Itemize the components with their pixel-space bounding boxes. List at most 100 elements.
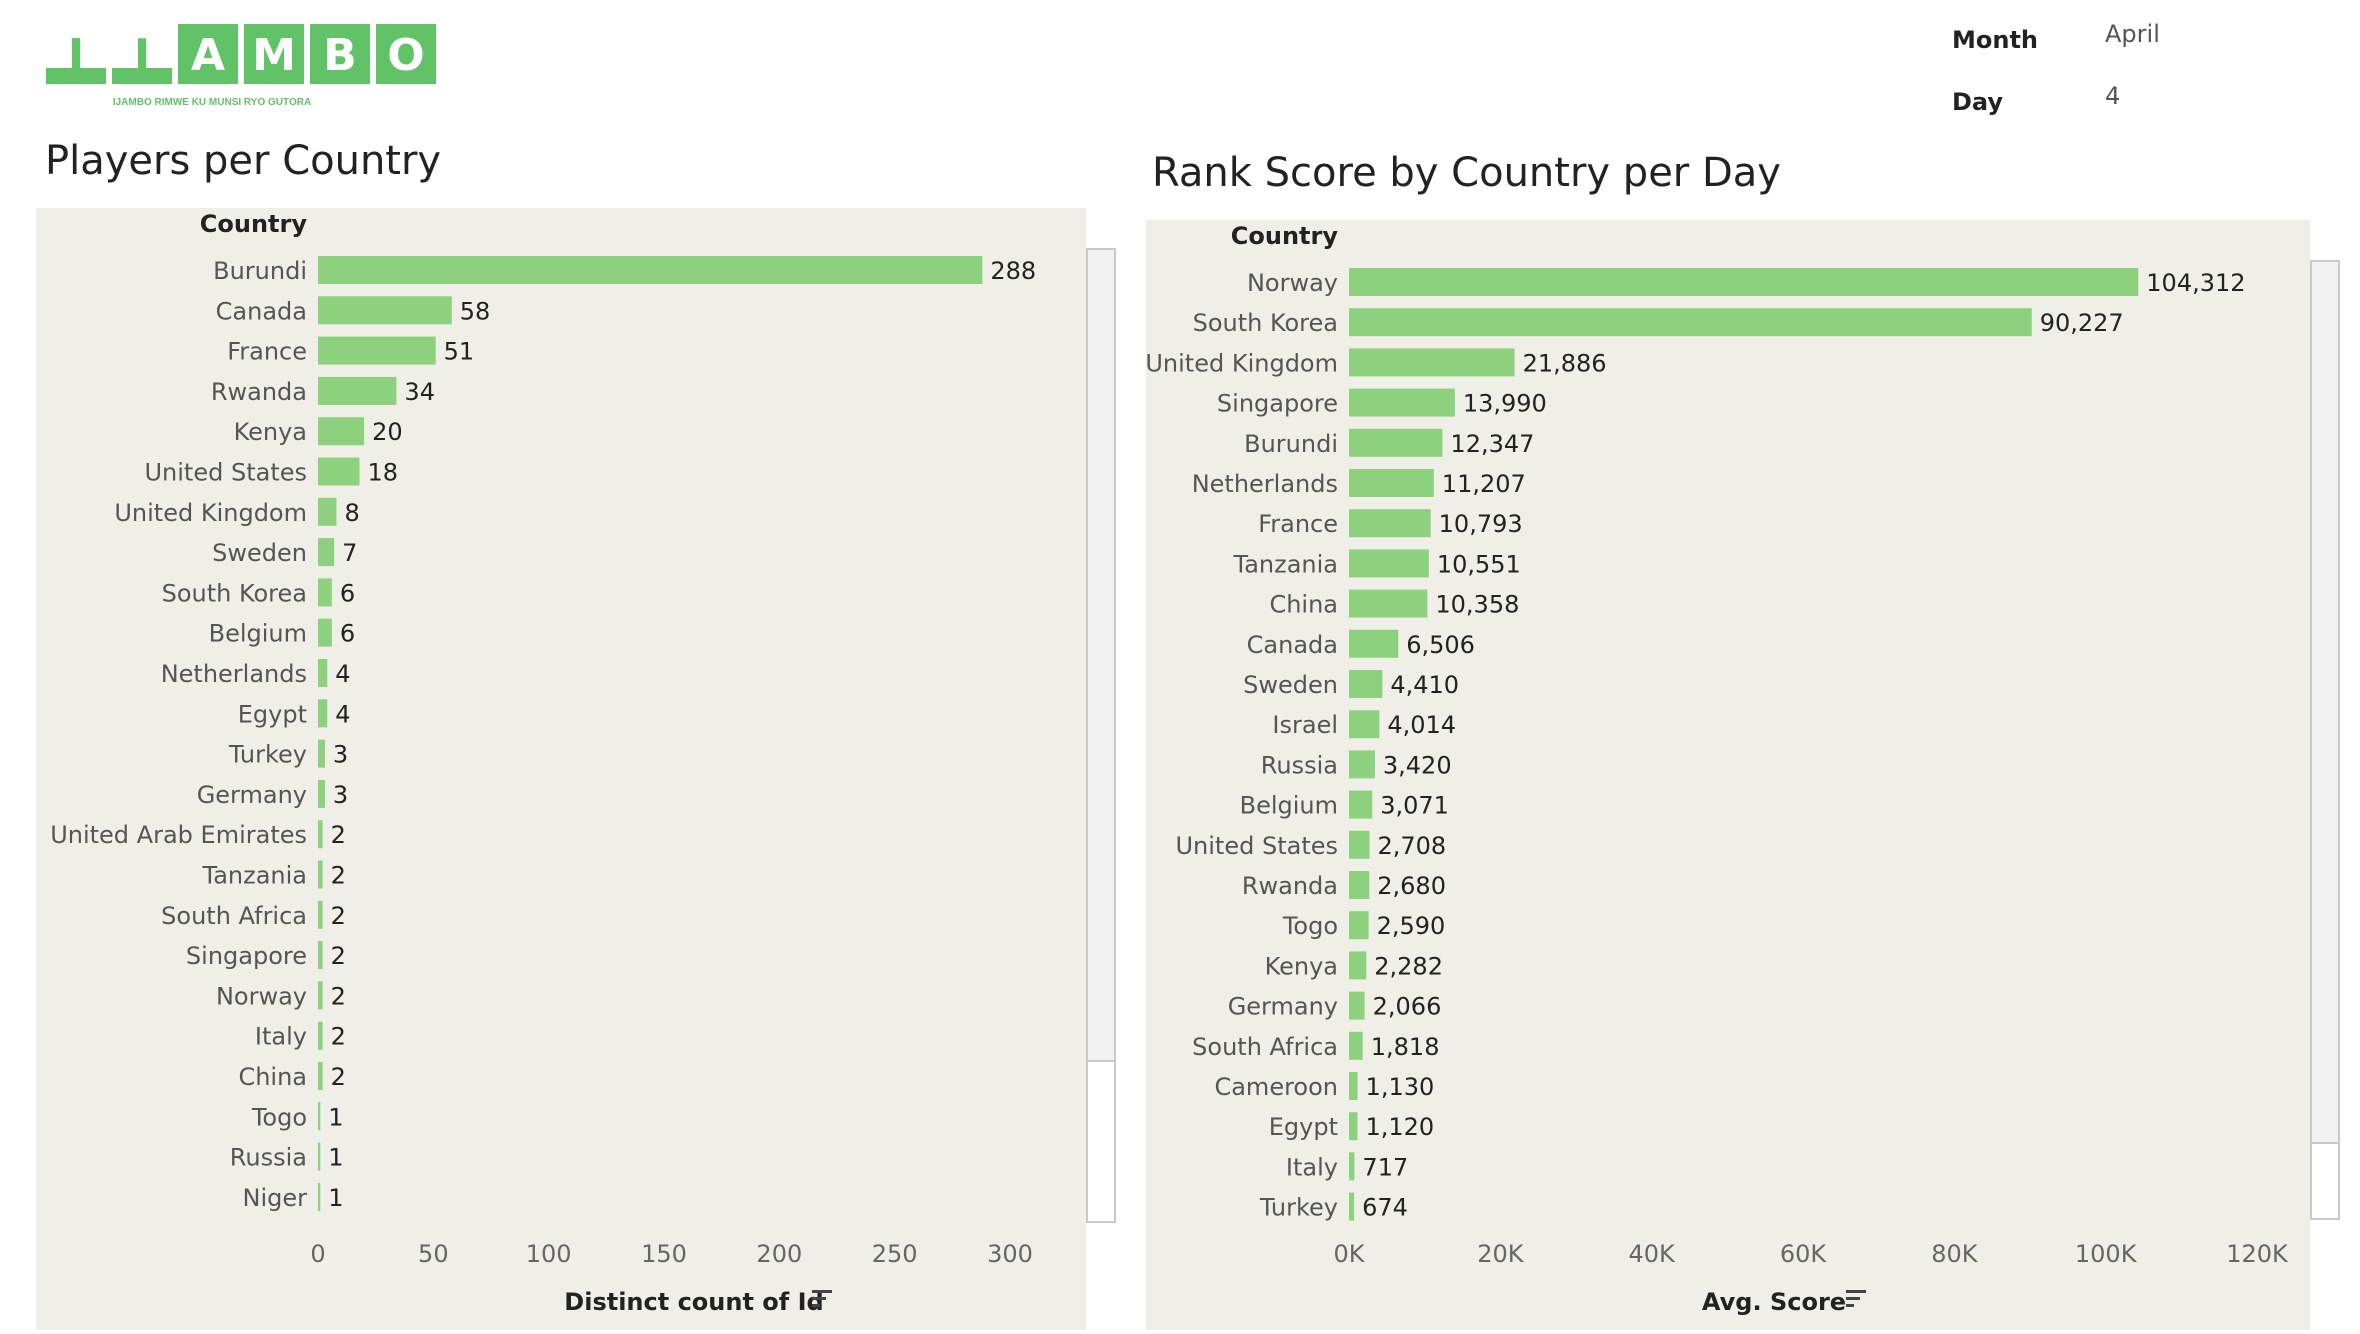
value-label: 8: [344, 499, 359, 527]
category-label: United States: [144, 459, 307, 487]
category-label: Russia: [230, 1144, 307, 1172]
bar: [318, 538, 335, 567]
x-tick-label: 0K: [1333, 1240, 1365, 1268]
bar: [318, 256, 983, 284]
bar: [1349, 1192, 1355, 1221]
category-label: Germany: [197, 781, 307, 809]
players-chart-svg: Country Burundi 288 Canada 58 France 51 Rwanda 3…: [50, 210, 1036, 1316]
value-label: 1,130: [1366, 1073, 1435, 1101]
bar: [1349, 1112, 1358, 1141]
category-label: France: [227, 338, 307, 366]
bar: [318, 578, 332, 607]
x-axis-title: Avg. Score: [1702, 1288, 1846, 1316]
value-label: 2,282: [1374, 952, 1443, 980]
category-label: Egypt: [1269, 1113, 1338, 1141]
value-label: 2,680: [1377, 872, 1446, 900]
value-label: 18: [368, 459, 399, 487]
scrollbar-thumb[interactable]: [2312, 262, 2338, 1144]
category-label: Belgium: [209, 620, 307, 648]
bar: [318, 739, 325, 768]
logo-tile: [46, 68, 106, 84]
category-label: China: [238, 1063, 307, 1091]
bar: [1349, 629, 1399, 658]
players-chart-scrollbar[interactable]: [1086, 248, 1116, 1223]
bar: [318, 457, 360, 486]
bar: [1349, 428, 1443, 457]
bar: [1349, 670, 1383, 698]
category-label: Italy: [255, 1023, 307, 1051]
category-label: Singapore: [1217, 390, 1338, 418]
category-label: Togo: [1282, 912, 1338, 940]
value-label: 10,793: [1439, 510, 1523, 538]
bar: [1349, 911, 1369, 940]
bar: [1349, 951, 1367, 980]
bar: [318, 941, 323, 970]
value-label: 12,347: [1450, 430, 1534, 458]
bar: [1349, 1031, 1363, 1060]
category-label: Singapore: [186, 942, 307, 970]
value-label: 34: [404, 378, 435, 406]
logo-tile: [244, 24, 304, 84]
value-label: 20: [372, 418, 403, 446]
bar: [318, 860, 323, 889]
day-value[interactable]: 4: [2105, 82, 2121, 110]
value-label: 10,358: [1435, 591, 1519, 619]
bar: [318, 1142, 321, 1171]
logo-tagline: IJAMBO RIMWE KU MUNSI RYO GUTORA: [113, 97, 311, 108]
day-filter[interactable]: Day 4: [1950, 82, 2230, 128]
value-label: 1: [328, 1184, 343, 1212]
value-label: 2: [331, 902, 346, 930]
category-label: Netherlands: [1192, 470, 1338, 498]
bar: [318, 417, 365, 446]
value-label: 288: [990, 257, 1036, 285]
logo-letter: I: [68, 30, 84, 81]
category-label: France: [1258, 510, 1338, 538]
category-label: Rwanda: [1242, 872, 1338, 900]
category-label: Egypt: [238, 700, 307, 728]
category-label: United Kingdom: [1146, 349, 1338, 377]
value-label: 104,312: [2146, 269, 2245, 297]
category-label: Norway: [216, 982, 307, 1010]
x-axis-title: Distinct count of Id: [564, 1288, 823, 1316]
value-label: 1,120: [1365, 1113, 1434, 1141]
category-label: Turkey: [228, 741, 307, 769]
x-tick-label: 60K: [1780, 1240, 1828, 1268]
value-label: 13,990: [1463, 390, 1547, 418]
rank-score-chart-scrollbar[interactable]: [2310, 260, 2340, 1220]
bar: [318, 820, 323, 849]
bar: [1349, 790, 1373, 819]
value-label: 2: [331, 942, 346, 970]
value-label: 2: [331, 1023, 346, 1051]
value-label: 2: [331, 1063, 346, 1091]
value-label: 10,551: [1437, 550, 1521, 578]
bar: [318, 497, 337, 526]
category-label: Sweden: [1243, 671, 1338, 699]
value-label: 3: [333, 741, 348, 769]
logo-tile: [178, 24, 238, 84]
value-label: 11,207: [1442, 470, 1526, 498]
bar: [1349, 750, 1375, 779]
value-label: 7: [342, 539, 357, 567]
bar: [1349, 710, 1380, 739]
category-label: United Arab Emirates: [50, 821, 307, 849]
value-label: 4: [335, 700, 350, 728]
month-value[interactable]: April: [2105, 20, 2160, 48]
players-per-country-chart: Country Burundi 288 Canada 58 France 51 Rwanda 3…: [36, 208, 1116, 1330]
bar: [1349, 549, 1429, 578]
category-label: Niger: [243, 1184, 308, 1212]
scrollbar-thumb[interactable]: [1088, 250, 1114, 1062]
month-filter[interactable]: Month April: [1950, 20, 2230, 66]
value-label: 4: [335, 660, 350, 688]
value-label: 2: [331, 862, 346, 890]
logo-tile: [310, 24, 370, 84]
value-label: 90,227: [2040, 309, 2124, 337]
value-label: 58: [460, 297, 491, 325]
bar: [318, 1062, 323, 1090]
category-label: Turkey: [1259, 1194, 1338, 1222]
bar: [318, 981, 323, 1010]
x-tick-label: 50: [418, 1240, 449, 1268]
logo-letter: J: [131, 30, 150, 81]
logo-letter: O: [387, 30, 424, 81]
value-label: 1,818: [1371, 1033, 1440, 1061]
